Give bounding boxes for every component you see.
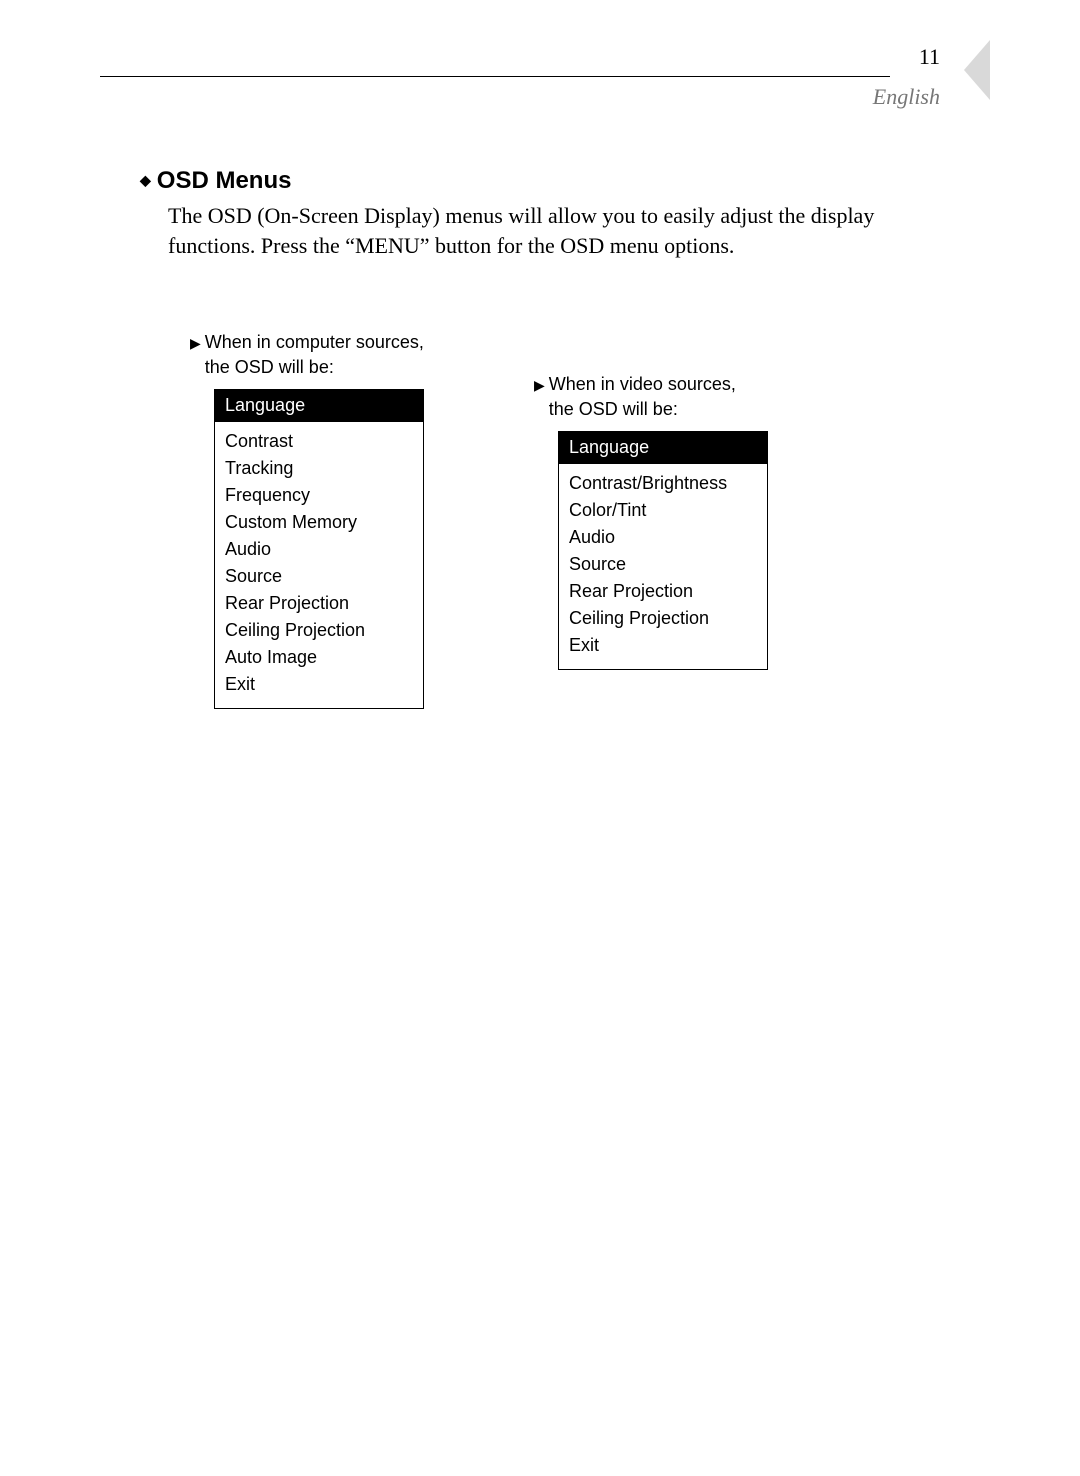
right-menu-box: Language Contrast/Brightness Color/Tint … xyxy=(558,431,768,670)
left-menu-items: Contrast Tracking Frequency Custom Memor… xyxy=(215,422,423,708)
menu-item: Rear Projection xyxy=(569,578,763,605)
menu-item: Exit xyxy=(569,632,763,659)
menu-item: Custom Memory xyxy=(225,509,419,536)
menu-item: Ceiling Projection xyxy=(225,617,419,644)
header-rule xyxy=(100,76,890,77)
triangle-bullet-icon: ▶ xyxy=(534,376,545,395)
left-column: ▶When in computer sources, ▶the OSD will… xyxy=(190,330,424,709)
left-caption-line-1: When in computer sources, xyxy=(205,332,424,352)
section-heading-text: OSD Menus xyxy=(157,167,292,194)
right-menu-items: Contrast/Brightness Color/Tint Audio Sou… xyxy=(559,464,767,669)
menu-item: Source xyxy=(225,563,419,590)
left-menu-box: Language Contrast Tracking Frequency Cus… xyxy=(214,389,424,709)
menu-item: Ceiling Projection xyxy=(569,605,763,632)
right-caption-line-2: the OSD will be: xyxy=(549,399,678,419)
menu-item: Tracking xyxy=(225,455,419,482)
section-body: The OSD (On-Screen Display) menus will a… xyxy=(168,201,920,260)
left-caption-line-2: the OSD will be: xyxy=(205,357,334,377)
menu-item: Auto Image xyxy=(225,644,419,671)
menu-columns: ▶When in computer sources, ▶the OSD will… xyxy=(190,330,990,709)
edge-pointer-icon xyxy=(964,40,990,100)
menu-item: Contrast xyxy=(225,428,419,455)
right-caption: ▶When in video sources, ▶the OSD will be… xyxy=(534,372,768,421)
page-container: 11 English ◆ OSD Menus The OSD (On-Screen… xyxy=(0,0,1080,709)
right-menu-header: Language xyxy=(559,432,767,464)
right-column: ▶When in video sources, ▶the OSD will be… xyxy=(534,372,768,670)
triangle-bullet-icon: ▶ xyxy=(190,334,201,353)
menu-item: Audio xyxy=(569,524,763,551)
menu-item: Exit xyxy=(225,671,419,698)
menu-item: Color/Tint xyxy=(569,497,763,524)
diamond-bullet-icon: ◆ xyxy=(140,172,151,189)
menu-item: Source xyxy=(569,551,763,578)
menu-item: Contrast/Brightness xyxy=(569,470,763,497)
left-menu-header: Language xyxy=(215,390,423,422)
menu-item: Rear Projection xyxy=(225,590,419,617)
page-number: 11 xyxy=(919,44,940,70)
right-caption-line-1: When in video sources, xyxy=(549,374,736,394)
left-caption: ▶When in computer sources, ▶the OSD will… xyxy=(190,330,424,379)
section-heading: ◆ OSD Menus xyxy=(140,167,920,195)
section-osd-menus: ◆ OSD Menus The OSD (On-Screen Display) m… xyxy=(140,167,920,260)
menu-item: Audio xyxy=(225,536,419,563)
menu-item: Frequency xyxy=(225,482,419,509)
language-label: English xyxy=(873,84,940,110)
